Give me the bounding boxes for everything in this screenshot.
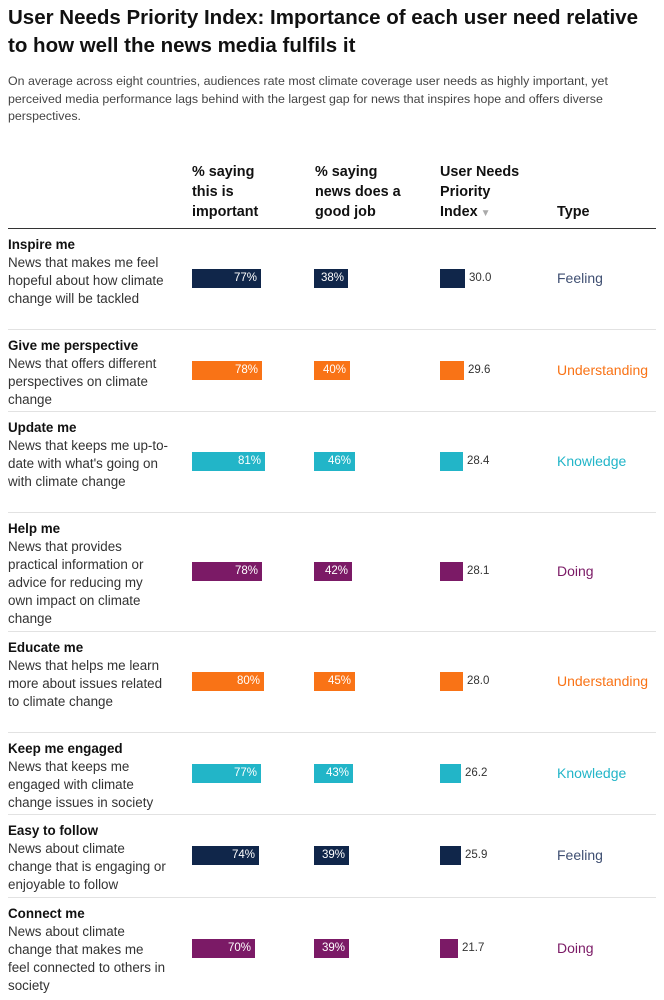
user-need-description: News that offers different perspectives …: [8, 356, 157, 407]
important-bar[interactable]: 80%: [192, 672, 264, 691]
table-row: Keep me engaged News that keeps me engage…: [0, 733, 664, 815]
user-need-name: Give me perspective: [8, 338, 139, 353]
priority-index-bar[interactable]: [440, 269, 465, 288]
user-need-name: Inspire me: [8, 237, 75, 252]
priority-index-bar[interactable]: [440, 562, 463, 581]
user-need-name: Educate me: [8, 640, 84, 655]
priority-index-value: 26.2: [465, 767, 488, 779]
need-type-label: Doing: [557, 563, 594, 579]
good-job-bar[interactable]: 39%: [314, 846, 349, 865]
important-bar[interactable]: 81%: [192, 452, 265, 471]
good-job-bar-label: 40%: [322, 364, 346, 376]
need-type-label: Understanding: [557, 362, 649, 378]
good-job-bar-label: 39%: [321, 942, 345, 954]
priority-index-bar[interactable]: [440, 361, 464, 380]
user-need-name: Keep me engaged: [8, 741, 123, 756]
table-row: Help me News that provides practical info…: [0, 513, 664, 632]
important-bar-label: 77%: [233, 767, 257, 779]
row-divider: [8, 631, 656, 632]
table-row: Inspire me News that makes me feel hopefu…: [0, 229, 664, 330]
table-row: Easy to follow News about climate change …: [0, 815, 664, 898]
need-type-label: Knowledge: [557, 765, 627, 781]
header-good-job[interactable]: % saying news does a good job: [315, 164, 401, 220]
priority-index-value: 21.7: [462, 942, 485, 954]
row-divider: [8, 411, 656, 412]
user-need-description: News that makes me feel hopeful about ho…: [8, 255, 164, 306]
row-divider: [8, 329, 656, 330]
need-type-label: Doing: [557, 940, 594, 956]
user-need-name: Easy to follow: [8, 823, 99, 838]
row-divider: [8, 897, 656, 898]
good-job-bar[interactable]: 39%: [314, 939, 349, 958]
good-job-bar[interactable]: 43%: [314, 764, 353, 783]
important-bar[interactable]: 77%: [192, 269, 261, 288]
need-type-label: Feeling: [557, 270, 603, 286]
sort-descending-icon[interactable]: ▼: [480, 208, 491, 219]
priority-index-bar[interactable]: [440, 672, 463, 691]
important-bar[interactable]: 78%: [192, 361, 262, 380]
table-row: Connect me News about climate change that…: [0, 898, 664, 1000]
priority-index-value: 28.0: [467, 675, 490, 687]
priority-index-bar[interactable]: [440, 939, 458, 958]
priority-index-value: 28.1: [467, 565, 490, 577]
need-type-label: Understanding: [557, 673, 649, 689]
user-need-description: News about climate change that makes me …: [8, 924, 166, 993]
chart-title: User Needs Priority Index: Importance of…: [8, 6, 639, 57]
header-priority-index[interactable]: User Needs Priority Index ▼: [440, 164, 520, 220]
user-need-description: News that keeps me up-to-date with what'…: [8, 438, 169, 489]
header-type[interactable]: Type: [557, 204, 590, 220]
user-need-description: News that provides practical information…: [8, 539, 144, 626]
important-bar[interactable]: 77%: [192, 764, 261, 783]
user-need-name: Help me: [8, 521, 61, 536]
good-job-bar[interactable]: 38%: [314, 269, 348, 288]
table-row: Update me News that keeps me up-to-date w…: [0, 412, 664, 513]
priority-index-value: 29.6: [468, 364, 491, 376]
important-bar-label: 74%: [231, 849, 255, 861]
priority-index-bar[interactable]: [440, 452, 463, 471]
priority-index-bar[interactable]: [440, 846, 461, 865]
user-need-name: Update me: [8, 420, 77, 435]
important-bar[interactable]: 78%: [192, 562, 262, 581]
row-divider: [8, 814, 656, 815]
good-job-bar-label: 42%: [324, 565, 348, 577]
important-bar[interactable]: 74%: [192, 846, 259, 865]
important-bar-label: 78%: [234, 364, 258, 376]
good-job-bar-label: 38%: [320, 272, 344, 284]
header-divider: [8, 228, 656, 229]
user-need-description: News that helps me learn more about issu…: [8, 658, 163, 709]
priority-index-value: 25.9: [465, 849, 488, 861]
table-row: Give me perspective News that offers diff…: [0, 330, 664, 412]
good-job-bar-label: 45%: [327, 675, 351, 687]
important-bar[interactable]: 70%: [192, 939, 255, 958]
row-divider: [8, 732, 656, 733]
header-important[interactable]: % saying this is important: [192, 164, 259, 220]
chart-subtitle: On average across eight countries, audie…: [8, 74, 608, 123]
priority-index-bar[interactable]: [440, 764, 461, 783]
important-bar-label: 78%: [234, 565, 258, 577]
good-job-bar-label: 43%: [325, 767, 349, 779]
good-job-bar[interactable]: 46%: [314, 452, 355, 471]
important-bar-label: 80%: [236, 675, 260, 687]
good-job-bar[interactable]: 40%: [314, 361, 350, 380]
priority-index-value: 28.4: [467, 455, 490, 467]
priority-index-value: 30.0: [469, 272, 492, 284]
good-job-bar-label: 39%: [321, 849, 345, 861]
user-need-name: Connect me: [8, 906, 85, 921]
good-job-bar-label: 46%: [327, 455, 351, 467]
important-bar-label: 70%: [227, 942, 251, 954]
user-need-description: News about climate change that is engagi…: [8, 841, 166, 892]
user-need-description: News that keeps me engaged with climate …: [8, 759, 154, 810]
table-row: Educate me News that helps me learn more …: [0, 632, 664, 733]
row-divider: [8, 512, 656, 513]
good-job-bar[interactable]: 42%: [314, 562, 352, 581]
important-bar-label: 77%: [233, 272, 257, 284]
important-bar-label: 81%: [237, 455, 261, 467]
good-job-bar[interactable]: 45%: [314, 672, 355, 691]
need-type-label: Knowledge: [557, 453, 627, 469]
need-type-label: Feeling: [557, 847, 603, 863]
